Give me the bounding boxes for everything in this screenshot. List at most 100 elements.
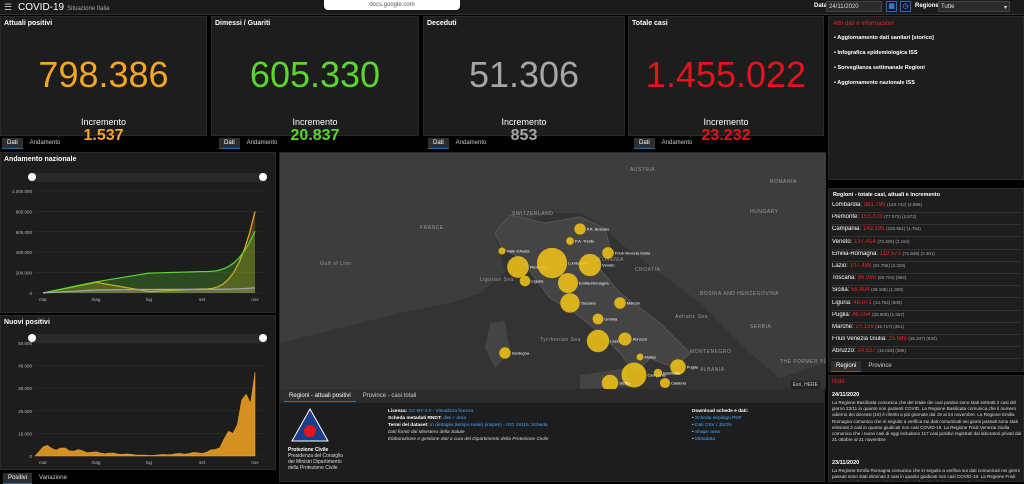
series-area	[43, 211, 255, 293]
kpi-increment-value: 1.537	[83, 127, 124, 144]
regions-list-header: Regioni - totale casi, attuali e increme…	[833, 192, 940, 198]
region-bubble[interactable]	[578, 253, 602, 277]
org-subtitle: Presidenza del Consiglio dei Ministri Di…	[288, 453, 344, 471]
region-bubble[interactable]	[601, 374, 619, 389]
region-row[interactable]: Puglia: 46.054 (32.909) (1.567)	[832, 312, 1020, 323]
trend-chart-title: Andamento nazionale	[4, 156, 77, 163]
tab-andamento[interactable]: Andamento	[246, 140, 278, 146]
info-link-text[interactable]: Aggiornamento nazionale ISS	[837, 80, 915, 86]
info-link[interactable]: • Sorveglianza settimanale Regioni	[834, 65, 925, 71]
hamburger-icon[interactable]: ☰	[4, 2, 13, 12]
region-bubble[interactable]	[566, 237, 574, 245]
license-link[interactable]: CC-BY-4.0 - Visualizza licenza	[408, 409, 474, 414]
region-bubble[interactable]	[670, 359, 686, 375]
range-slider-track[interactable]	[31, 334, 267, 343]
region-select[interactable]: Tutte ▾	[938, 1, 1010, 12]
download-link[interactable]: Scheda riepilogo PDF	[695, 416, 742, 421]
y-tick-label: 0	[29, 291, 32, 296]
region-bubble-label: P.A. Trento	[575, 239, 595, 244]
tab-dati[interactable]: Dati	[219, 138, 240, 149]
region-name: Lombardia	[832, 202, 861, 208]
region-row[interactable]: Liguria: 48.071 (14.763) (609)	[832, 300, 1020, 311]
region-row[interactable]: Sicilia: 58.404 (39.195) (1.306)	[832, 287, 1020, 299]
region-bubble[interactable]	[602, 247, 614, 259]
region-bubble[interactable]	[586, 329, 610, 353]
origin-link[interactable]: in dettaglio (tempo reale) (inspire) - I…	[430, 423, 548, 428]
region-bubble[interactable]	[618, 332, 632, 346]
region-bubble[interactable]	[574, 223, 586, 235]
map-panel[interactable]: FRANCE SWITZERLAND AUSTRIA SLOVENIA CROATIA H…	[279, 152, 826, 402]
calendar-icon[interactable]: ▦	[886, 1, 897, 12]
region-bubble[interactable]	[614, 297, 626, 309]
license-label: Licenza:	[388, 409, 408, 414]
region-row[interactable]: Campania: 149.195 (102.951) (1.764)	[832, 226, 1020, 238]
tab-regioni[interactable]: Regioni	[831, 361, 862, 372]
x-tick-label: lug	[146, 460, 153, 465]
region-bubble-label: Veneto	[602, 263, 615, 268]
info-link-text[interactable]: Sorveglianza settimanale Regioni	[837, 65, 925, 71]
tab-andamento[interactable]: Andamento	[29, 140, 61, 146]
range-slider-handle-left[interactable]	[28, 334, 36, 342]
map-label: CROATIA	[635, 267, 661, 273]
metadata-link[interactable]: dati + area	[443, 416, 466, 421]
tab-dati[interactable]: Dati	[428, 138, 449, 149]
browser-url[interactable]: docs.google.com	[324, 0, 460, 10]
tab-regioni-attuali-positivi[interactable]: Regioni - attuali positivi	[284, 391, 356, 402]
region-bubble[interactable]	[499, 347, 511, 359]
region-bubble[interactable]	[653, 368, 663, 378]
download-link[interactable]: Shape area	[695, 430, 720, 435]
region-row[interactable]: Veneto: 137.414 (72.306) (2.194)	[832, 239, 1020, 250]
info-link[interactable]: • Aggiornamento dati sanitari [storico]	[834, 35, 934, 41]
region-bubble[interactable]	[507, 256, 529, 278]
region-row[interactable]: Friuli Venezia Giulia: 25.689 (15.347) (…	[832, 336, 1020, 348]
map[interactable]: FRANCE SWITZERLAND AUSTRIA SLOVENIA CROATIA H…	[280, 153, 826, 389]
tab-variazione[interactable]: Variazione	[39, 475, 67, 481]
download-link[interactable]: Metadata	[695, 437, 716, 442]
kpi-attuali-positivi: Attuali positivi 798.386 Incremento 1.53…	[0, 16, 207, 144]
tab-dati[interactable]: Dati	[2, 138, 23, 149]
region-row[interactable]: Abruzzo: 24.827 (16.029) (396)	[832, 348, 1020, 360]
regions-list-panel: Regioni - totale casi, attuali e increme…	[828, 188, 1024, 372]
tab-province-casi-totali[interactable]: Province - casi totali	[362, 393, 417, 399]
range-slider-handle-right[interactable]	[259, 173, 267, 181]
tab-dati[interactable]: Dati	[634, 138, 655, 149]
region-total: 46.054	[852, 311, 871, 318]
date-field[interactable]: 24/11/2020	[826, 1, 882, 12]
tab-andamento[interactable]: Andamento	[455, 140, 487, 146]
credits-text: Elaborazione e gestione dati a cura del …	[388, 437, 549, 442]
info-link[interactable]: • Infografica epidemiologica ISS	[834, 50, 918, 56]
region-bubble[interactable]	[498, 247, 506, 255]
region-row[interactable]: Lazio: 107.498 (81.796) (2.329)	[832, 263, 1020, 274]
info-link[interactable]: • Aggiornamento nazionale ISS	[834, 80, 915, 86]
region-row[interactable]: Toscana: 96.990 (60.704) (962)	[832, 275, 1020, 287]
region-bubble[interactable]	[536, 247, 568, 279]
region-bubble[interactable]	[560, 293, 580, 313]
info-link-text[interactable]: Aggiornamento dati sanitari [storico]	[837, 35, 934, 41]
region-row[interactable]: Piemonte: 153.373 (77.072) (2.572)	[832, 214, 1020, 226]
region-bubble[interactable]	[592, 313, 604, 325]
clock-icon[interactable]: ◷	[900, 1, 911, 12]
region-row[interactable]: Lombardia: 381.795 (140.742) (4.886)	[832, 202, 1020, 213]
info-link-text[interactable]: Infografica epidemiologica ISS	[837, 50, 918, 56]
series-line	[42, 230, 256, 294]
tab-andamento[interactable]: Andamento	[661, 140, 693, 146]
range-slider-handle-right[interactable]	[259, 334, 267, 342]
note-date: 23/11/2020	[832, 460, 860, 466]
region-bubble[interactable]	[519, 275, 531, 287]
region-row[interactable]: Emilia-Romagna: 110.571 (71.948) (2.301)	[832, 251, 1020, 262]
download-link[interactable]: Dati CSV / JSON	[695, 423, 732, 428]
range-slider-track[interactable]	[31, 173, 267, 182]
tab-positivi[interactable]: Positivi	[3, 473, 33, 484]
region-total: 110.571	[879, 250, 901, 257]
range-slider-handle-left[interactable]	[28, 173, 36, 181]
region-label: Regione	[915, 3, 939, 9]
tab-province[interactable]: Province	[868, 363, 892, 369]
region-row[interactable]: Marche: 27.156 (15.717) (351)	[832, 324, 1020, 335]
region-bubble[interactable]	[621, 362, 647, 388]
region-bubble[interactable]	[636, 353, 644, 361]
region-bubble[interactable]	[557, 272, 579, 294]
region-name: Sicilia	[832, 287, 848, 294]
region-name: Marche	[832, 324, 853, 330]
region-total: 381.795	[863, 202, 886, 208]
region-bubble[interactable]	[659, 377, 671, 389]
